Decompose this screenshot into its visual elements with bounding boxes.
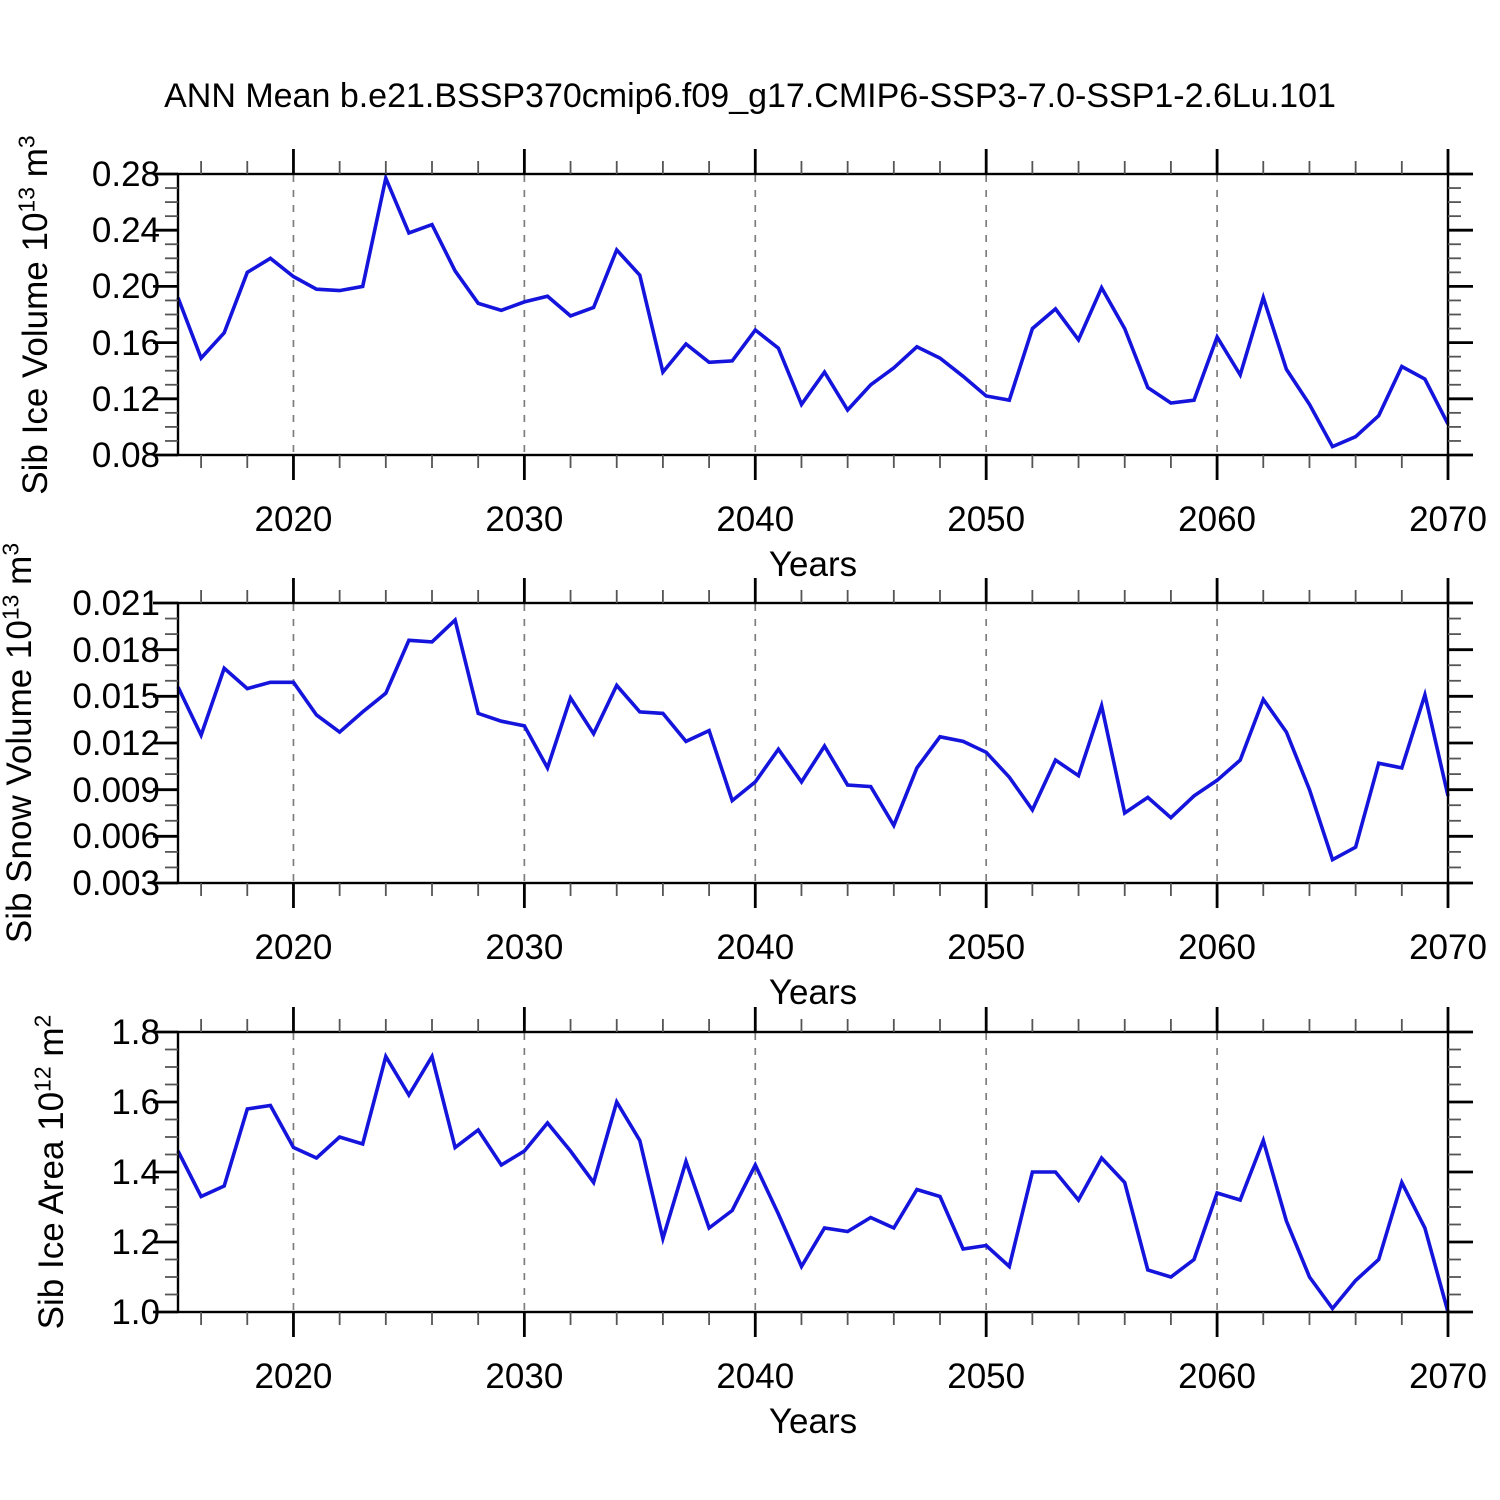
y-axis-title-unit: m bbox=[0, 555, 39, 595]
x-tick-label: 2020 bbox=[254, 928, 333, 967]
x-tick-label: 2030 bbox=[485, 1357, 564, 1396]
x-tick-label: 2060 bbox=[1178, 500, 1257, 539]
y-tick-label: 0.012 bbox=[72, 724, 160, 763]
y-tick-label: 1.4 bbox=[111, 1153, 160, 1192]
y-tick-label: 0.018 bbox=[72, 630, 160, 670]
y-axis-title-exponent: 12 bbox=[29, 1066, 56, 1092]
y-tick-label: 1.6 bbox=[111, 1083, 160, 1122]
y-tick-label: 1.2 bbox=[111, 1223, 160, 1262]
x-axis-title: Years bbox=[768, 973, 858, 1012]
figure-title: ANN Mean b.e21.BSSP370cmip6.f09_g17.CMIP… bbox=[164, 77, 1336, 115]
y-tick-label: 0.003 bbox=[72, 864, 160, 903]
y-tick-label: 0.08 bbox=[91, 436, 160, 475]
y-axis-title-unit-exponent: 2 bbox=[29, 1014, 56, 1028]
x-tick-label: 2060 bbox=[1178, 928, 1257, 967]
x-tick-label: 2070 bbox=[1409, 500, 1487, 539]
y-tick-label: 0.12 bbox=[91, 379, 160, 419]
data-line-sib-ice-area bbox=[176, 1051, 1450, 1313]
y-tick-label: 0.015 bbox=[72, 677, 160, 717]
x-tick-label: 2050 bbox=[947, 1357, 1026, 1396]
x-tick-label: 2050 bbox=[947, 500, 1026, 539]
plot-frame-sib-snow-volume bbox=[176, 601, 1450, 885]
x-axis-title: Years bbox=[768, 545, 858, 584]
y-tick-label: 0.20 bbox=[91, 267, 160, 307]
y-tick-label: 0.009 bbox=[72, 770, 160, 810]
data-line-sib-ice-volume bbox=[176, 172, 1450, 449]
y-axis-title-exponent: 13 bbox=[0, 594, 24, 621]
y-tick-label: 0.021 bbox=[72, 584, 160, 623]
plot-frame-sib-ice-area bbox=[176, 1030, 1450, 1314]
x-tick-label: 2050 bbox=[947, 928, 1026, 967]
x-tick-label: 2020 bbox=[254, 500, 333, 539]
x-tick-label: 2070 bbox=[1409, 1357, 1487, 1396]
x-tick-label: 2070 bbox=[1409, 928, 1487, 967]
x-tick-label: 2040 bbox=[716, 928, 795, 967]
y-tick-label: 0.28 bbox=[91, 155, 160, 194]
x-tick-label: 2040 bbox=[716, 500, 795, 539]
y-axis-title-unit: m bbox=[16, 147, 55, 187]
y-axis-title-exponent: 13 bbox=[13, 186, 40, 213]
y-tick-label: 0.24 bbox=[91, 211, 160, 251]
y-tick-label: 0.006 bbox=[72, 817, 160, 857]
x-axis-title: Years bbox=[768, 1402, 858, 1441]
x-tick-label: 2030 bbox=[485, 500, 564, 539]
y-axis-title-unit-exponent: 3 bbox=[13, 134, 40, 148]
y-axis-title-ice-area: Sib Ice Area 1012 m2 bbox=[29, 822, 74, 1500]
y-axis-title-text: Sib Ice Area 10 bbox=[32, 1091, 71, 1330]
y-axis-title-unit-exponent: 3 bbox=[0, 543, 23, 556]
y-tick-label: 1.8 bbox=[111, 1013, 160, 1052]
x-tick-label: 2040 bbox=[716, 1357, 795, 1396]
data-line-sib-snow-volume bbox=[176, 616, 1450, 863]
x-tick-label: 2060 bbox=[1178, 1357, 1257, 1396]
y-axis-title-unit: m bbox=[32, 1027, 71, 1067]
x-tick-label: 2020 bbox=[254, 1357, 333, 1396]
y-tick-label: 1.0 bbox=[111, 1293, 160, 1332]
x-tick-label: 2030 bbox=[485, 928, 564, 967]
y-tick-label: 0.16 bbox=[91, 323, 160, 363]
